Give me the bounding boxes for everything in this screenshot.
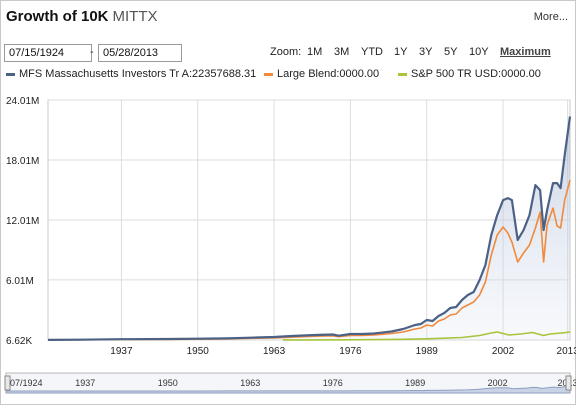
series-line-sp500 xyxy=(282,331,571,341)
end-date-input[interactable]: 05/28/2013 xyxy=(98,44,182,62)
date-separator: - xyxy=(90,46,94,58)
series-line-fund xyxy=(47,116,572,341)
y-tick-label: 24.01M xyxy=(6,96,39,107)
x-tick-label: 2013 xyxy=(557,346,576,357)
zoom-1m-button[interactable]: 1M xyxy=(307,46,323,58)
y-tick-label: 6.01M xyxy=(6,276,34,287)
zoom-10y-button[interactable]: 10Y xyxy=(469,46,489,58)
navigator-tick-label: 1989 xyxy=(405,378,425,388)
zoom-1y-button[interactable]: 1Y xyxy=(394,46,408,58)
start-date-input[interactable]: 07/15/1924 xyxy=(4,44,92,62)
legend-label-sp500: S&P 500 TR USD:0000.00 xyxy=(411,68,541,80)
series-line-blend xyxy=(47,179,571,341)
x-tick-label: 1963 xyxy=(263,346,286,357)
legend-label-blend: Large Blend:0000.00 xyxy=(277,68,380,80)
navigator-tick-label: 1976 xyxy=(323,378,343,388)
legend-label-fund: MFS Massachusetts Investors Tr A:2235768… xyxy=(19,68,257,80)
y-tick-label: 18.01M xyxy=(6,156,39,167)
navigator-series xyxy=(5,385,571,394)
navigator-handle-right xyxy=(565,375,572,391)
zoom-maximum-button[interactable]: Maximum xyxy=(500,46,551,58)
zoom-5y-button[interactable]: 5Y xyxy=(444,46,458,58)
legend-item-blend[interactable]: Large Blend:0000.00 xyxy=(264,68,379,80)
y-tick-label: 6.62K xyxy=(6,336,32,347)
x-tick-label: 1989 xyxy=(416,346,439,357)
legend-item-sp500[interactable]: S&P 500 TR USD:0000.00 xyxy=(398,68,541,80)
fund-area xyxy=(48,116,570,340)
navigator-tick-label: 1963 xyxy=(240,378,260,388)
page-title: Growth of 10K MITTX xyxy=(6,8,158,25)
navigator-start-label: 07/1924 xyxy=(10,378,43,388)
zoom-label: Zoom: xyxy=(270,46,302,58)
zoom-ytd-button[interactable]: YTD xyxy=(361,46,383,58)
x-tick-label: 1976 xyxy=(339,346,362,357)
navigator-tick-label: 2002 xyxy=(488,378,508,388)
navigator-tick-label: 1950 xyxy=(158,378,178,388)
zoom-3y-button[interactable]: 3Y xyxy=(419,46,433,58)
legend-item-fund[interactable]: MFS Massachusetts Investors Tr A:2235768… xyxy=(6,68,256,80)
title-text: Growth of 10K xyxy=(6,8,109,25)
navigator-tick-label: 1937 xyxy=(75,378,95,388)
more-link[interactable]: More... xyxy=(533,11,568,23)
navigator-handle-left xyxy=(4,375,11,391)
legend-swatch-fund xyxy=(6,72,15,76)
legend-swatch-sp500 xyxy=(398,72,407,76)
ticker-symbol: MITTX xyxy=(112,8,158,25)
x-tick-label: 1937 xyxy=(110,346,133,357)
zoom-3m-button[interactable]: 3M xyxy=(334,46,350,58)
x-tick-label: 1950 xyxy=(187,346,210,357)
y-tick-label: 12.01M xyxy=(6,216,39,227)
legend-swatch-blend xyxy=(264,72,273,76)
x-tick-label: 2002 xyxy=(492,346,515,357)
